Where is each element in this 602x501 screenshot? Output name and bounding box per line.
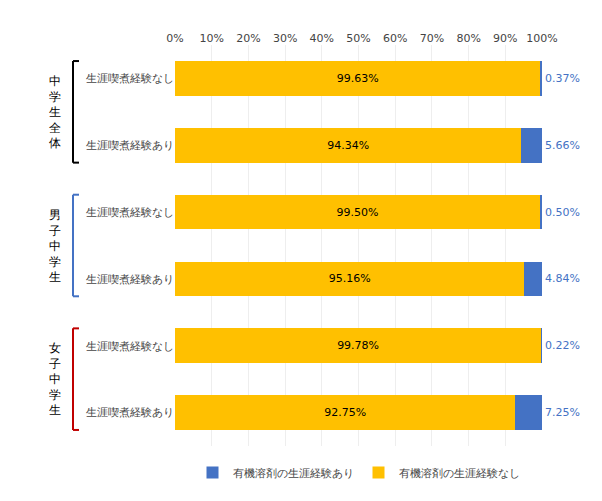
svg-text:50%: 50% <box>346 32 370 45</box>
svg-text:100%: 100% <box>526 32 557 45</box>
svg-text:99.63%: 99.63% <box>337 72 379 85</box>
svg-text:生涯喫煮経験なし: 生涯喫煮経験なし <box>86 340 174 353</box>
svg-text:40%: 40% <box>310 32 334 45</box>
svg-text:99.50%: 99.50% <box>337 206 379 219</box>
svg-text:男子中学生: 男子中学生 <box>49 208 61 284</box>
svg-text:60%: 60% <box>383 32 407 45</box>
svg-text:生涯喫煮経験なし: 生涯喫煮経験なし <box>86 206 174 219</box>
svg-text:94.34%: 94.34% <box>327 139 369 152</box>
svg-text:99.78%: 99.78% <box>337 339 379 352</box>
svg-text:0.37%: 0.37% <box>545 72 580 85</box>
svg-text:5.66%: 5.66% <box>545 139 580 152</box>
svg-text:4.84%: 4.84% <box>545 272 580 285</box>
svg-text:7.25%: 7.25% <box>545 406 580 419</box>
svg-text:80%: 80% <box>456 32 480 45</box>
svg-text:95.16%: 95.16% <box>329 272 371 285</box>
svg-text:20%: 20% <box>236 32 260 45</box>
svg-text:生涯喫煮経験あり: 生涯喫煮経験あり <box>86 406 174 419</box>
svg-text:92.75%: 92.75% <box>324 406 366 419</box>
svg-text:生涯喫煮経験あり: 生涯喫煮経験あり <box>86 139 174 152</box>
svg-text:中学生全体: 中学生全体 <box>49 74 61 150</box>
svg-text:10%: 10% <box>199 32 223 45</box>
svg-text:生涯喫煮経験なし: 生涯喫煮経験なし <box>86 72 174 85</box>
svg-text:30%: 30% <box>273 32 297 45</box>
svg-text:有機溶剤の生涯経験なし: 有機溶剤の生涯経験なし <box>399 467 520 480</box>
svg-text:生涯喫煮経験あり: 生涯喫煮経験あり <box>86 273 174 286</box>
svg-text:0.22%: 0.22% <box>545 339 580 352</box>
svg-text:70%: 70% <box>420 32 444 45</box>
svg-text:女子中学生: 女子中学生 <box>49 341 61 417</box>
svg-text:0.50%: 0.50% <box>545 206 580 219</box>
svg-text:0%: 0% <box>166 32 183 45</box>
svg-text:有機溶剤の生涯経験あり: 有機溶剤の生涯経験あり <box>233 467 354 480</box>
svg-text:90%: 90% <box>493 32 517 45</box>
